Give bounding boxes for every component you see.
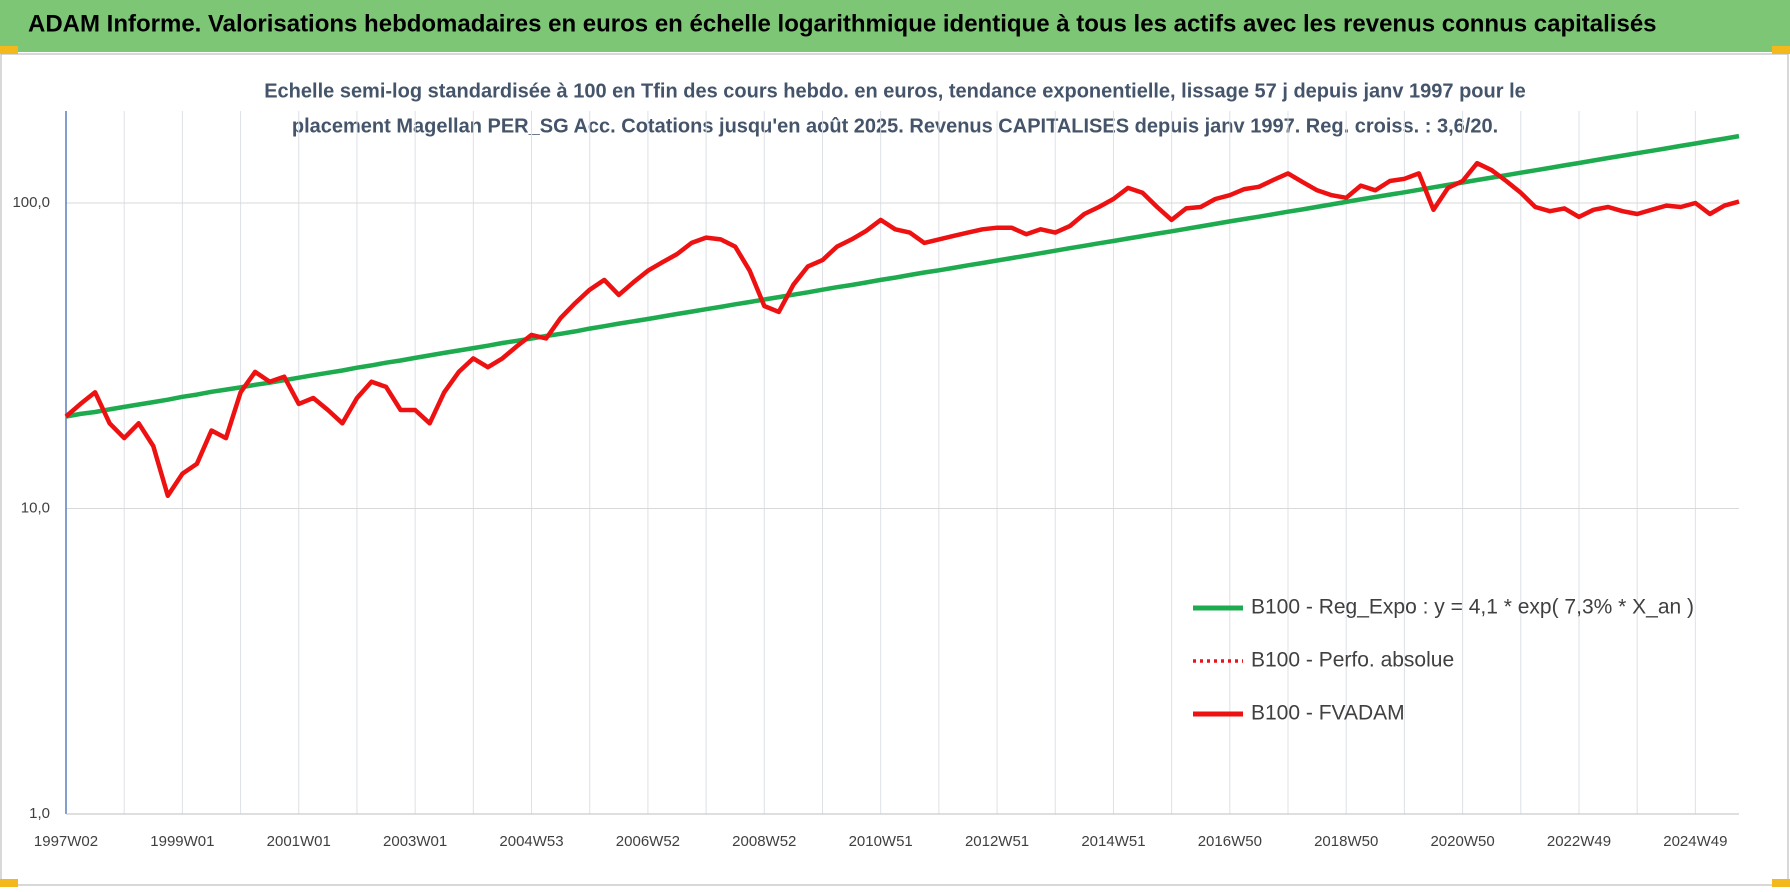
x-tick-label: 2001W01 (267, 833, 331, 850)
x-tick-label: 2018W50 (1314, 833, 1378, 850)
frame (0, 53, 1789, 886)
x-tick-label: 2014W51 (1081, 833, 1145, 850)
x-tick-label: 1999W01 (150, 833, 214, 850)
legend-label: B100 - Perfo. absolue (1251, 649, 1454, 672)
x-tick-label: 2016W50 (1198, 833, 1262, 850)
x-tick-label: 2008W52 (732, 833, 796, 850)
x-tick-label: 1997W02 (34, 833, 98, 850)
corner (1772, 46, 1790, 54)
subtitle: Echelle semi-log standardisée à 100 en T… (264, 80, 1526, 102)
corner (0, 879, 18, 887)
legend-label: B100 - FVADAM (1251, 702, 1405, 725)
corner (0, 46, 18, 54)
x-tick-label: 2004W53 (499, 833, 563, 850)
corner (1772, 879, 1790, 887)
x-tick-label: 2020W50 (1430, 833, 1494, 850)
series-line (64, 160, 1740, 499)
y-tick-label: 100,0 (12, 194, 50, 211)
subtitle: placement Magellan PER_SG Acc. Cotations… (292, 115, 1498, 137)
x-tick-label: 2022W49 (1547, 833, 1611, 850)
x-tick-label: 2003W01 (383, 833, 447, 850)
header-bar (0, 0, 1790, 52)
x-tick-label: 2024W49 (1663, 833, 1727, 850)
x-tick-label: 2010W51 (849, 833, 913, 850)
x-tick-label: 2012W51 (965, 833, 1029, 850)
chart-title: ADAM Informe. Valorisations hebdomadaire… (28, 10, 1657, 37)
y-tick-label: 1,0 (29, 805, 50, 822)
y-tick-label: 10,0 (21, 499, 50, 516)
legend-label: B100 - Reg_Expo : y = 4,1 * exp( 7,3% * … (1251, 596, 1694, 619)
x-tick-label: 2006W52 (616, 833, 680, 850)
